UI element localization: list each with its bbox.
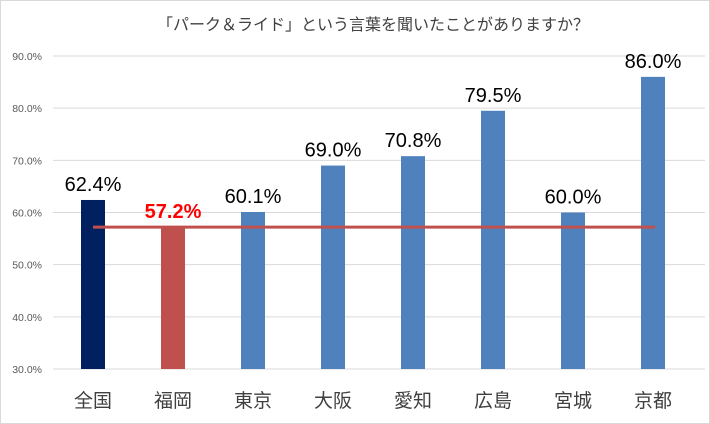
category-label: 宮城 bbox=[554, 390, 592, 412]
data-label: 79.5% bbox=[465, 85, 522, 107]
category-label: 大阪 bbox=[314, 390, 352, 412]
bar bbox=[161, 227, 185, 369]
data-label: 69.0% bbox=[305, 140, 362, 162]
bar bbox=[241, 211, 265, 369]
bar bbox=[561, 212, 585, 369]
y-tick-label: 30.0% bbox=[12, 364, 42, 376]
data-label: 57.2% bbox=[145, 201, 202, 223]
category-label: 東京 bbox=[234, 390, 272, 412]
y-tick-label: 80.0% bbox=[12, 103, 42, 115]
category-label: 愛知 bbox=[394, 390, 432, 412]
bar bbox=[321, 165, 345, 369]
chart-title: 「パーク＆ライド」という言葉を聞いたことがありますか？ bbox=[157, 15, 589, 34]
data-label: 86.0% bbox=[625, 51, 682, 73]
category-label: 福岡 bbox=[154, 390, 192, 412]
y-tick-label: 50.0% bbox=[12, 260, 42, 272]
bar bbox=[641, 76, 665, 369]
bar bbox=[81, 199, 105, 369]
bar bbox=[401, 156, 425, 369]
category-label: 広島 bbox=[474, 390, 512, 412]
data-label: 60.1% bbox=[225, 186, 282, 208]
category-label: 京都 bbox=[634, 390, 672, 412]
category-label: 全国 bbox=[74, 390, 112, 412]
data-label: 70.8% bbox=[385, 130, 442, 152]
y-tick-label: 60.0% bbox=[12, 208, 42, 220]
data-label: 60.0% bbox=[545, 187, 602, 209]
bar bbox=[481, 110, 505, 370]
y-tick-label: 90.0% bbox=[12, 51, 42, 63]
y-tick-label: 70.0% bbox=[12, 155, 42, 167]
y-tick-label: 40.0% bbox=[12, 312, 42, 324]
data-label: 62.4% bbox=[65, 174, 122, 196]
